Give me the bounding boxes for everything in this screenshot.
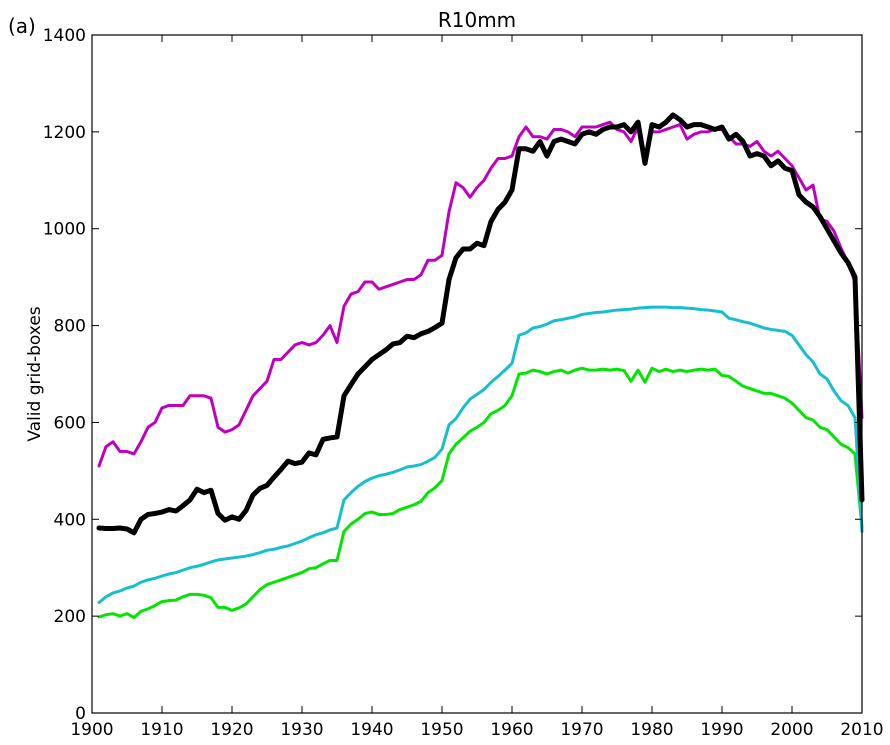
y-axis: 0 200 400 600 800 1000 1200 1400 (43, 26, 862, 724)
series-line-green (97, 366, 864, 620)
series-layer (96, 112, 865, 620)
x-axis: 1900 1910 1920 1930 1940 1950 1960 1970 1980 1990… (70, 35, 884, 740)
series-line-black (96, 112, 865, 536)
x-tick-label: 1960 (490, 720, 533, 740)
x-tick-label: 1930 (280, 720, 323, 740)
y-axis-title: Valid grid-boxes (25, 306, 45, 441)
x-tick-label: 1920 (210, 720, 253, 740)
y-tick-label: 1400 (43, 26, 86, 46)
x-tick-label: 1940 (350, 720, 393, 740)
x-tick-label: 1990 (700, 720, 743, 740)
y-tick-label: 0 (75, 704, 86, 724)
x-tick-label: 2010 (840, 720, 883, 740)
y-tick-label: 200 (54, 607, 86, 627)
y-tick-label: 600 (54, 413, 86, 433)
x-tick-label: 1900 (70, 720, 113, 740)
panel-label: (a) (8, 14, 36, 38)
x-tick-label: 1980 (630, 720, 673, 740)
y-tick-label: 400 (54, 510, 86, 530)
x-tick-label: 1910 (140, 720, 183, 740)
series-line-magenta (97, 120, 864, 468)
y-tick-label: 1200 (43, 123, 86, 143)
x-tick-label: 2000 (770, 720, 813, 740)
x-tick-label: 1950 (420, 720, 463, 740)
chart-title: R10mm (438, 8, 516, 32)
plot-frame (91, 34, 863, 714)
y-tick-label: 800 (54, 317, 86, 337)
series-line-cyan (97, 305, 864, 605)
x-tick-label: 1970 (560, 720, 603, 740)
y-tick-label: 1000 (43, 220, 86, 240)
